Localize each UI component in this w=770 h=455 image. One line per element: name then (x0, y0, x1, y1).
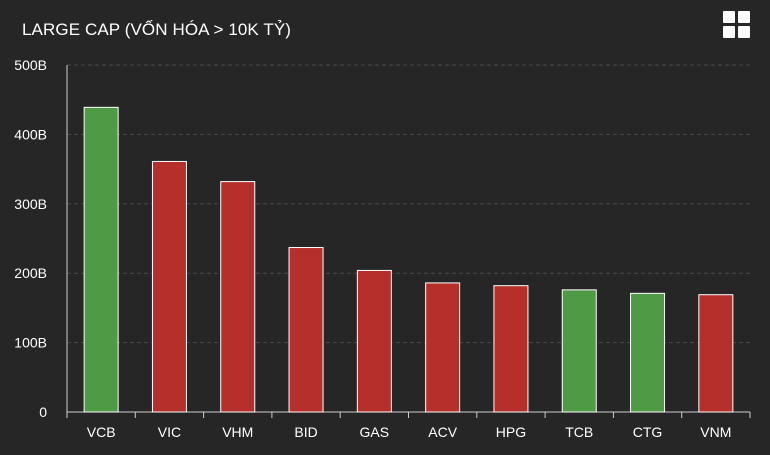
bar-vnm (698, 294, 734, 413)
bar-acv (425, 282, 461, 413)
grid-menu-icon-cell (738, 26, 750, 38)
bar-tcb (561, 289, 597, 413)
y-tick-label: 500B (14, 57, 47, 73)
x-tick-label: VIC (158, 424, 181, 440)
x-tick-label: VCB (87, 424, 116, 440)
grid-menu-icon-cell (738, 11, 750, 23)
x-tick-label: HPG (496, 424, 526, 440)
x-tick-label: ACV (428, 424, 457, 440)
y-tick-label: 100B (14, 335, 47, 351)
x-tick-label: VHM (222, 424, 253, 440)
grid-menu-icon-cell (723, 26, 735, 38)
x-tick-label: TCB (565, 424, 593, 440)
y-tick-label: 200B (14, 265, 47, 281)
x-tick-label: GAS (360, 424, 390, 440)
bar-hpg (493, 285, 529, 413)
grid-menu-icon[interactable] (723, 11, 751, 39)
y-tick-label: 300B (14, 196, 47, 212)
bar-vic (151, 160, 187, 413)
bar-ctg (630, 292, 666, 413)
bar-bid (288, 247, 324, 413)
bar-gas (356, 269, 392, 413)
x-tick-label: VNM (700, 424, 731, 440)
y-tick-label: 400B (14, 126, 47, 142)
x-tick-label: BID (294, 424, 317, 440)
bar-vhm (220, 181, 256, 413)
x-tick-label: CTG (633, 424, 663, 440)
chart-title: LARGE CAP (VỐN HÓA > 10K TỶ) (22, 20, 292, 39)
grid-menu-icon-cell (723, 11, 735, 23)
bar-vcb (83, 106, 119, 413)
y-tick-label: 0 (39, 404, 47, 420)
